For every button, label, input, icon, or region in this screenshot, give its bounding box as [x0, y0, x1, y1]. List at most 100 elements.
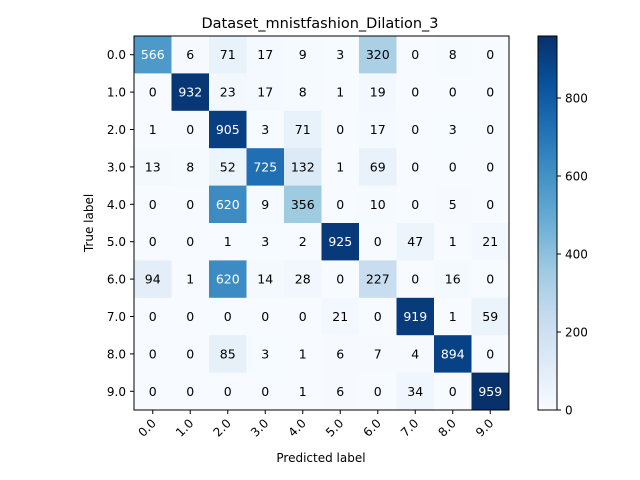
cell-value-label: 0 — [374, 384, 382, 399]
heatmap-cell — [396, 148, 435, 187]
cell-value-label: 620 — [216, 197, 240, 212]
cell-value-label: 0 — [486, 47, 494, 62]
heatmap-cell — [209, 335, 247, 374]
cell-value-label: 1 — [299, 346, 307, 361]
heatmap-cell — [171, 185, 210, 224]
heatmap-cell — [359, 372, 397, 411]
heatmap-cell — [434, 73, 472, 112]
heatmap-cell — [396, 185, 435, 224]
cell-value-label: 620 — [216, 272, 240, 287]
cell-value-label: 356 — [291, 197, 315, 212]
cell-value-label: 0 — [411, 122, 419, 137]
cell-value-label: 0 — [486, 159, 494, 174]
heatmap-cell — [471, 372, 510, 411]
heatmap-cell — [396, 36, 435, 74]
cell-value-label: 21 — [482, 234, 498, 249]
plot-frame — [133, 35, 510, 411]
heatmap-cell — [246, 297, 285, 336]
y-tick-label: 5.0 — [107, 235, 126, 249]
cell-value-label: 919 — [403, 309, 427, 324]
heatmap-cell — [134, 148, 172, 187]
cell-value-label: 0 — [411, 47, 419, 62]
y-tick-label: 7.0 — [107, 310, 126, 324]
heatmap-cell — [284, 36, 322, 74]
heatmap-cell — [134, 36, 172, 74]
y-tick-label: 4.0 — [107, 198, 126, 212]
heatmap-cell — [209, 260, 247, 299]
cell-value-label: 959 — [478, 384, 502, 399]
cell-value-label: 0 — [186, 309, 194, 324]
cell-value-label: 0 — [186, 197, 194, 212]
heatmap-cell — [209, 372, 247, 411]
heatmap-cell — [359, 297, 397, 336]
heatmap-cell — [246, 372, 285, 411]
heatmap-cell — [321, 297, 360, 336]
cell-value-label: 69 — [370, 159, 386, 174]
cell-value-label: 132 — [291, 159, 315, 174]
cell-value-label: 1 — [224, 234, 232, 249]
cell-value-label: 0 — [486, 197, 494, 212]
cell-value-label: 8 — [299, 85, 307, 100]
cell-value-label: 227 — [366, 272, 390, 287]
cell-value-label: 2 — [299, 234, 307, 249]
heatmap-cell — [246, 148, 285, 187]
heatmap-cell — [134, 73, 172, 112]
heatmap-cell — [359, 110, 397, 149]
heatmap-cell — [396, 110, 435, 149]
cell-value-label: 59 — [482, 309, 498, 324]
chart-title: Dataset_mnistfashion_Dilation_3 — [201, 16, 438, 32]
heatmap-cell — [134, 110, 172, 149]
cell-value-label: 3 — [449, 122, 457, 137]
colorbar-ticks: 0 200 400 600 800 — [557, 92, 588, 418]
cell-value-label: 320 — [366, 47, 390, 62]
cell-value-label: 71 — [220, 47, 236, 62]
heatmap-cell — [434, 36, 472, 74]
cell-value-label: 9 — [299, 47, 307, 62]
cell-value-label: 0 — [411, 85, 419, 100]
cell-value-label: 1 — [299, 384, 307, 399]
cell-value-label: 0 — [224, 309, 232, 324]
cell-value-label: 85 — [220, 346, 236, 361]
heatmap-cell — [171, 260, 210, 299]
heatmap-cell — [359, 36, 397, 74]
heatmap-cell — [284, 73, 322, 112]
cell-value-label: 14 — [257, 272, 273, 287]
heatmap-cell — [171, 223, 210, 261]
cell-value-label: 8 — [186, 159, 194, 174]
cell-value-label: 1 — [449, 309, 457, 324]
heatmap-cell — [471, 335, 510, 374]
y-tick-label: 1.0 — [107, 86, 126, 100]
heatmap-cell — [471, 110, 510, 149]
cell-value-label: 47 — [407, 234, 423, 249]
cell-value-label: 0 — [411, 197, 419, 212]
colorbar-tick-label: 0 — [565, 404, 573, 418]
cell-value-label: 5 — [449, 197, 457, 212]
heatmap-cell — [396, 260, 435, 299]
colorbar-tick-label: 400 — [565, 248, 588, 262]
y-axis-label: True label — [82, 194, 96, 253]
cell-value-label: 0 — [149, 197, 157, 212]
cell-value-label: 0 — [186, 122, 194, 137]
heatmap-cell — [171, 335, 210, 374]
cell-value-label: 21 — [332, 309, 348, 324]
cell-value-label: 1 — [336, 85, 344, 100]
y-tick-label: 2.0 — [107, 123, 126, 137]
y-tick-label: 0.0 — [107, 48, 126, 62]
heatmap-cell — [134, 260, 172, 299]
cell-value-label: 1 — [449, 234, 457, 249]
heatmap-cell — [359, 73, 397, 112]
heatmap-cell — [209, 185, 247, 224]
heatmap-cell — [359, 223, 397, 261]
heatmap-cell — [434, 335, 472, 374]
cell-value-label: 566 — [141, 47, 165, 62]
cell-value-label: 34 — [407, 384, 423, 399]
cell-value-label: 0 — [486, 346, 494, 361]
heatmap-cell — [471, 223, 510, 261]
heatmap-cell — [396, 223, 435, 261]
cell-value-label: 725 — [253, 159, 277, 174]
cell-value-label: 0 — [261, 384, 269, 399]
heatmap-cell — [284, 185, 322, 224]
heatmap-cell — [321, 73, 360, 112]
cell-value-label: 0 — [411, 272, 419, 287]
colorbar-tick-label: 800 — [565, 92, 588, 106]
